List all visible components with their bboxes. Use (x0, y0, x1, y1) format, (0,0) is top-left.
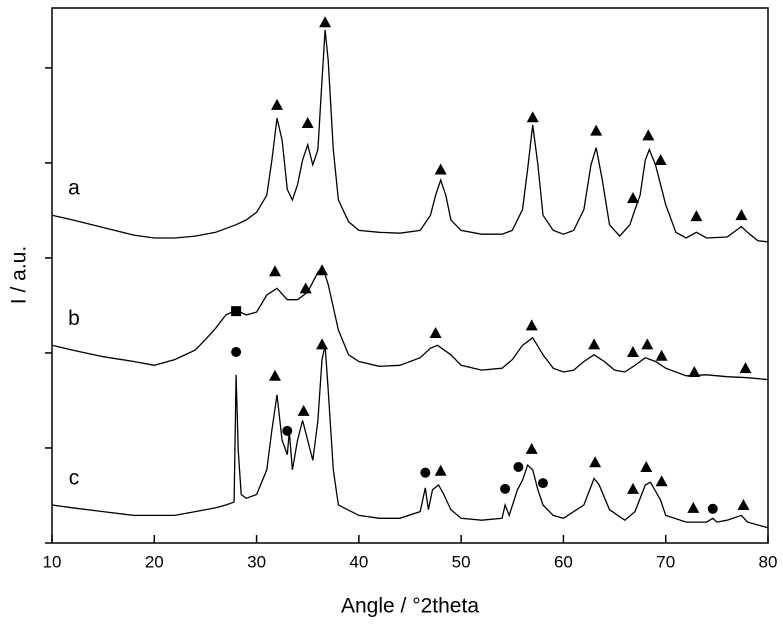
circle-marker (513, 461, 524, 472)
series-label: b (68, 307, 80, 330)
triangle-marker (688, 365, 701, 377)
triangle-marker (268, 369, 281, 381)
x-tick-label: 60 (554, 552, 573, 571)
triangle-marker (655, 349, 668, 361)
triangle-marker (588, 338, 601, 350)
triangle-marker (626, 482, 639, 494)
x-tick-label: 80 (759, 552, 778, 571)
x-tick-label: 30 (247, 552, 266, 571)
x-axis-label: Angle / °2theta (341, 595, 479, 618)
triangle-marker (434, 163, 447, 175)
x-tick-label: 10 (43, 552, 62, 571)
series-label: c (69, 467, 80, 490)
pattern-line (51, 267, 769, 381)
series-label: a (68, 177, 80, 200)
square-marker (231, 306, 242, 317)
plot-frame (51, 7, 769, 544)
triangle-marker (590, 124, 603, 136)
triangle-marker (640, 460, 653, 472)
triangle-marker (654, 154, 667, 166)
triangle-marker (526, 111, 539, 123)
x-tick-label: 50 (452, 552, 471, 571)
triangle-marker (316, 338, 329, 350)
triangle-marker (687, 501, 700, 513)
pattern-line (51, 345, 769, 529)
x-tick-label: 20 (145, 552, 164, 571)
x-tick-label: 40 (349, 552, 368, 571)
circle-marker (282, 425, 293, 436)
triangle-marker (319, 16, 332, 28)
triangle-marker (434, 464, 447, 476)
x-tick-label: 70 (656, 552, 675, 571)
circle-marker (537, 478, 548, 489)
triangle-marker (299, 282, 312, 294)
triangle-marker (690, 210, 703, 222)
triangle-marker (626, 192, 639, 204)
circle-marker (231, 346, 242, 357)
triangle-marker (626, 345, 639, 357)
triangle-marker (735, 209, 748, 221)
triangle-marker (429, 326, 442, 338)
triangle-marker (297, 404, 310, 416)
triangle-marker (525, 442, 538, 454)
circle-marker (500, 483, 511, 494)
triangle-marker (268, 265, 281, 277)
triangle-marker (525, 319, 538, 331)
circle-marker (707, 503, 718, 514)
triangle-marker (301, 116, 314, 128)
triangle-marker (655, 475, 668, 487)
triangle-marker (737, 498, 750, 510)
triangle-marker (641, 338, 654, 350)
triangle-marker (271, 98, 284, 110)
triangle-marker (316, 264, 329, 276)
triangle-marker (642, 129, 655, 141)
triangle-marker (589, 456, 602, 468)
circle-marker (420, 467, 431, 478)
y-axis-label: I / a.u. (8, 246, 31, 304)
pattern-line (51, 29, 769, 243)
triangle-marker (739, 362, 752, 374)
